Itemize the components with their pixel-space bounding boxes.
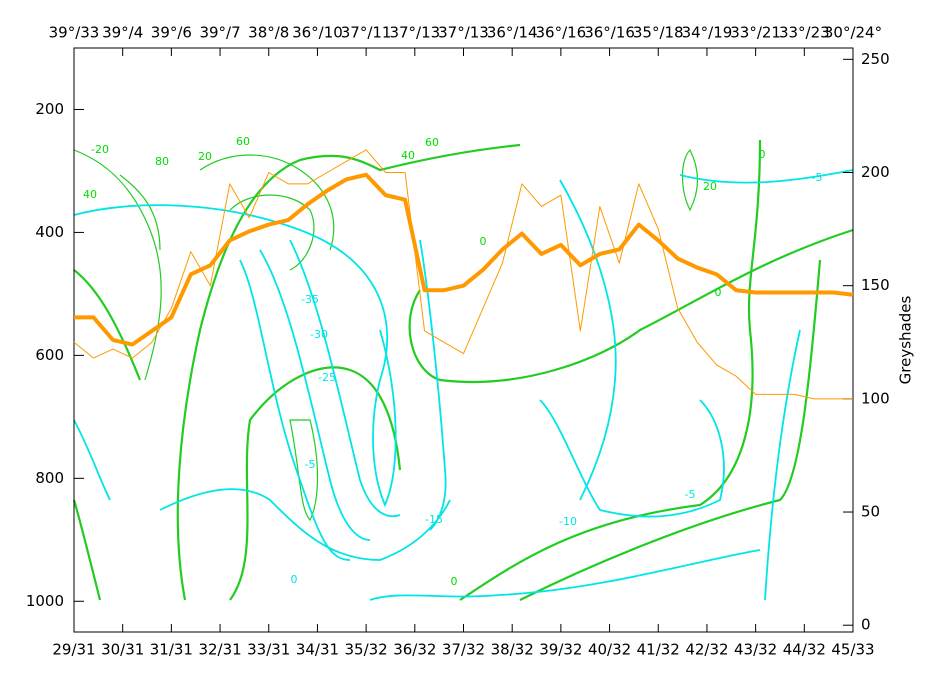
contour-label: -25: [318, 371, 336, 384]
x-top-tick-label: 38°/8: [248, 24, 289, 42]
x-top-tick-label: 37°/13: [389, 24, 440, 42]
x-top-tick-label: 36°/14: [487, 24, 538, 42]
contour-label: -30: [310, 328, 328, 341]
contour-label: 0: [451, 575, 458, 588]
x-tick-label: 44/32: [783, 641, 826, 659]
x-top-tick-label: 33°/23: [779, 24, 830, 42]
x-tick-label: 34/31: [296, 641, 339, 659]
contour-label: -5: [305, 458, 316, 471]
y2-tick-label: 200: [861, 163, 890, 181]
contour-label: -5: [685, 488, 696, 501]
x-tick-label: 29/31: [52, 641, 95, 659]
y-tick-label: 600: [35, 346, 64, 364]
y-tick-label: 1000: [26, 592, 64, 610]
contour-line: [72, 139, 854, 601]
y2-tick-label: 100: [861, 389, 890, 407]
contours: [72, 139, 854, 601]
data-line: [73, 149, 853, 400]
x-tick-label: 39/32: [539, 641, 582, 659]
contour-label: 60: [425, 136, 439, 149]
x-tick-label: 41/32: [637, 641, 680, 659]
x-top-tick-label: 36°/16: [536, 24, 587, 42]
contour-label: -5: [812, 171, 823, 184]
x-top-tick-label: 36°/10: [292, 24, 343, 42]
contour-label: 60: [236, 135, 250, 148]
contour-label: 0: [480, 235, 487, 248]
contour-line: [73, 148, 699, 522]
contour-label: 40: [401, 149, 415, 162]
y2-tick-label: 0: [861, 616, 871, 634]
x-top-tick-label: 39°/33: [49, 24, 100, 42]
y2-axis-label: Greyshades: [897, 295, 915, 384]
data-line: [74, 172, 854, 347]
contour-label: 20: [703, 180, 717, 193]
x-top-tick-label: 37°/13: [438, 24, 489, 42]
contour-label: -10: [559, 515, 577, 528]
contour-label: -20: [91, 143, 109, 156]
x-tick-label: 32/31: [198, 641, 241, 659]
y-tick-label: 800: [35, 469, 64, 487]
contour-label: 0: [291, 573, 298, 586]
x-tick-label: 31/31: [150, 641, 193, 659]
x-top-tick-label: 37°/11: [341, 24, 392, 42]
contour-label: 0: [759, 148, 766, 161]
x-top-tick-label: 39°/4: [102, 24, 143, 42]
x-top-tick-label: 39°/6: [151, 24, 192, 42]
y-tick-label: 200: [35, 100, 64, 118]
x-top-tick-label: 39°/7: [199, 24, 240, 42]
x-tick-label: 37/32: [442, 641, 485, 659]
contour-label: 0: [715, 286, 722, 299]
x-top-tick-label: 33°/21: [730, 24, 781, 42]
x-tick-label: 40/32: [588, 641, 631, 659]
plot-frame: [73, 47, 854, 633]
y2-tick-label: 50: [861, 503, 880, 521]
x-tick-label: 33/31: [247, 641, 290, 659]
contour-label: 80: [155, 155, 169, 168]
y2-tick-label: 150: [861, 276, 890, 294]
x-tick-label: 35/32: [345, 641, 388, 659]
contour-label: 20: [198, 150, 212, 163]
contour-label: 40: [83, 188, 97, 201]
x-tick-label: 30/31: [101, 641, 144, 659]
x-tick-label: 45/33: [831, 641, 874, 659]
x-tick-label: 43/32: [734, 641, 777, 659]
contour-label: -35: [301, 293, 319, 306]
contour-label: -15: [425, 513, 443, 526]
x-tick-label: 42/32: [685, 641, 728, 659]
x-top-tick-label: 35°/18: [633, 24, 684, 42]
x-tick-label: 38/32: [491, 641, 534, 659]
y-tick-label: 400: [35, 223, 64, 241]
x-top-tick-label: 36°/16: [584, 24, 635, 42]
x-top-tick-label: 30°/24°: [824, 24, 882, 42]
x-top-tick-label: 34°/19: [682, 24, 733, 42]
y2-tick-label: 250: [861, 50, 890, 68]
x-tick-label: 36/32: [393, 641, 436, 659]
